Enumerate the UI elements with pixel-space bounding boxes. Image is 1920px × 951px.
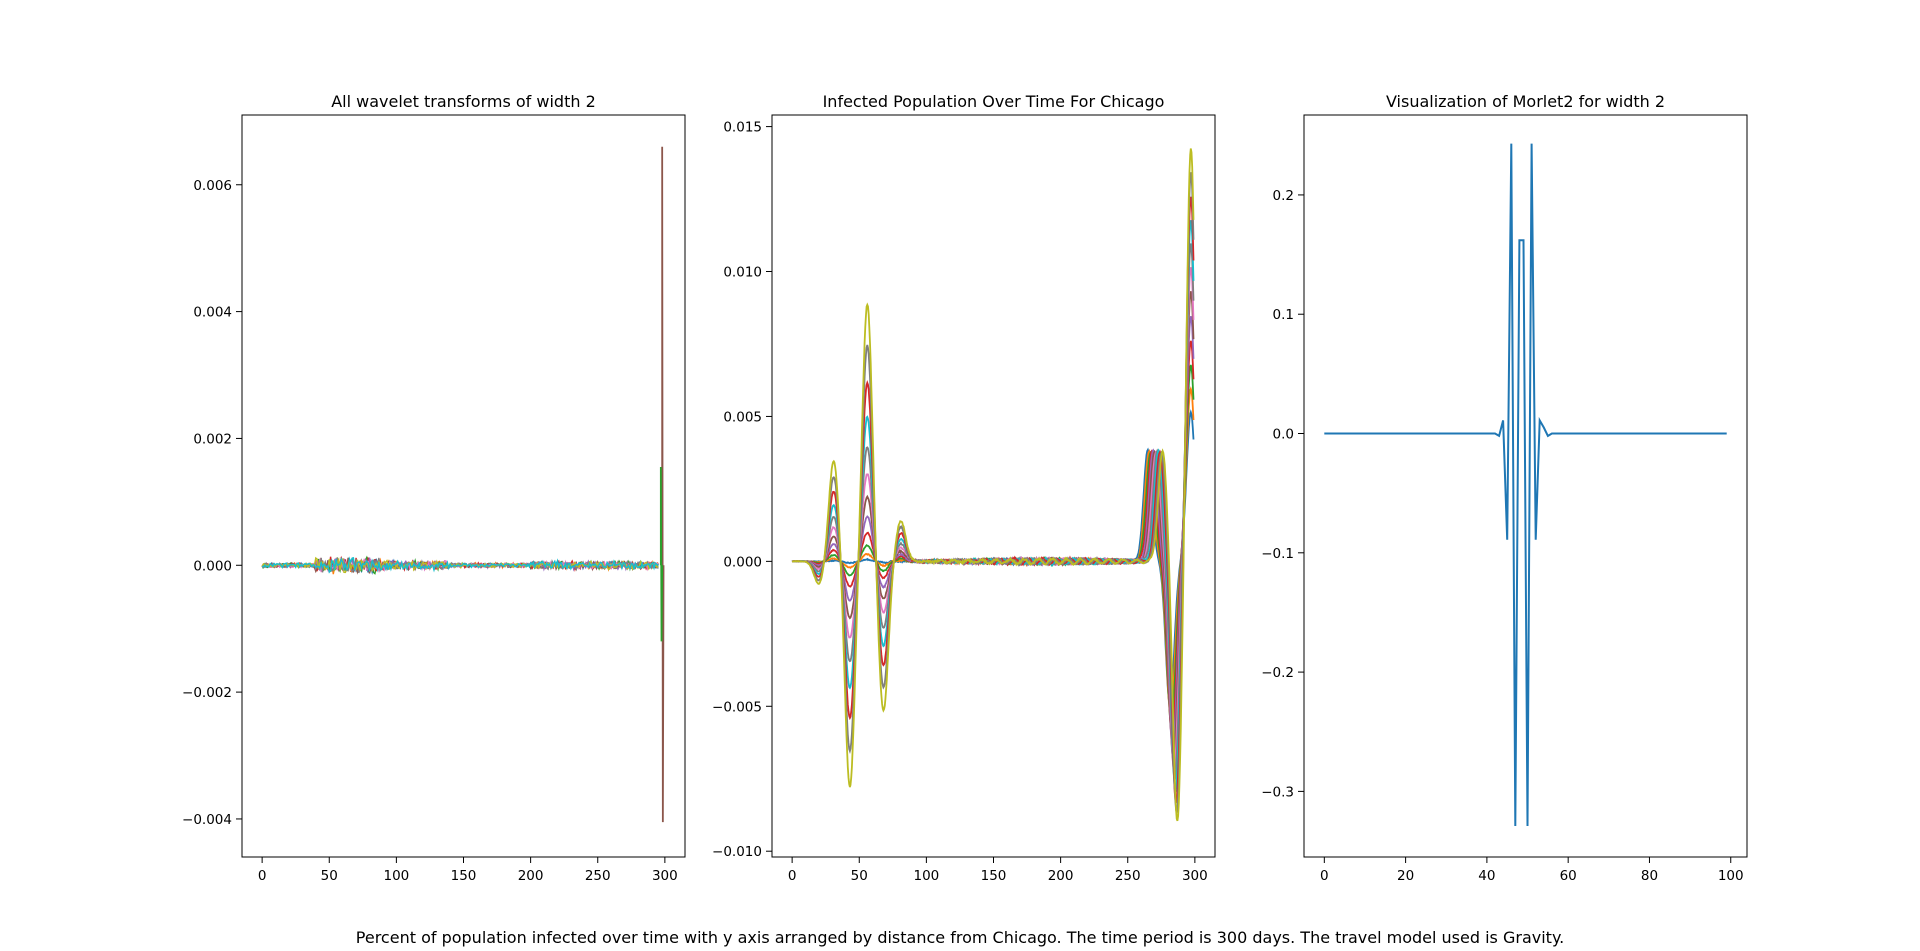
- y-tick-label: −0.010: [712, 844, 762, 860]
- x-tick-label: 150: [451, 868, 477, 884]
- y-tick-label: 0.002: [193, 431, 232, 447]
- morlet-line: [1324, 143, 1727, 827]
- x-tick-label: 60: [1560, 868, 1577, 884]
- series-line: [791, 148, 1195, 822]
- y-tick-label: 0.000: [723, 554, 762, 570]
- x-tick-label: 40: [1478, 868, 1495, 884]
- y-tick-label: −0.004: [182, 812, 232, 828]
- y-tick-label: −0.2: [1261, 665, 1294, 681]
- x-tick-label: 250: [585, 868, 611, 884]
- infected-population-panel: Infected Population Over Time For Chicag…: [712, 92, 1216, 884]
- wavelet-transforms-panel: All wavelet transforms of width 2 0 50 100…: [182, 92, 686, 884]
- spike-line: [659, 466, 664, 642]
- axes: 0 20 40 60 80 100 −0.3 −0.2 −0.1 0.0 0.1 0.2: [1261, 188, 1743, 884]
- series-lines: [1324, 143, 1727, 827]
- x-tick-label: 0: [1320, 868, 1329, 884]
- x-tick-label: 50: [851, 868, 868, 884]
- y-tick-label: 0.004: [193, 305, 232, 321]
- axes: 0 50 100 150 200 250 300 −0.004 −0.002 0.000 0.002…: [182, 178, 678, 884]
- x-tick-label: 50: [321, 868, 338, 884]
- y-tick-label: 0.1: [1273, 307, 1294, 323]
- spike-line: [661, 146, 665, 823]
- x-tick-label: 300: [652, 868, 678, 884]
- y-tick-label: 0.000: [193, 558, 232, 574]
- y-tick-label: −0.3: [1261, 784, 1294, 800]
- axes: 0 50 100 150 200 250 300 −0.010 −0.005 0.000 0.005…: [712, 120, 1208, 884]
- figure-caption: Percent of population infected over time…: [355, 928, 1565, 947]
- x-tick-label: 250: [1115, 868, 1141, 884]
- y-tick-label: 0.010: [723, 265, 762, 281]
- panel-title: Infected Population Over Time For Chicag…: [823, 92, 1165, 111]
- series-line: [791, 172, 1195, 813]
- y-tick-label: 0.006: [193, 178, 232, 194]
- plot-frame: [1303, 114, 1748, 858]
- y-tick-label: 0.015: [723, 120, 762, 136]
- x-tick-label: 100: [1718, 868, 1744, 884]
- series-line: [262, 556, 659, 574]
- x-tick-label: 20: [1397, 868, 1414, 884]
- x-tick-label: 150: [981, 868, 1007, 884]
- y-tick-label: −0.002: [182, 685, 232, 701]
- y-tick-label: −0.1: [1261, 546, 1294, 562]
- series-lines: [261, 146, 665, 823]
- plot-frame: [241, 114, 686, 858]
- panel-title: All wavelet transforms of width 2: [331, 92, 596, 111]
- y-tick-label: 0.2: [1273, 188, 1294, 204]
- morlet2-panel: Visualization of Morlet2 for width 2 0 20…: [1261, 92, 1748, 884]
- x-tick-label: 300: [1182, 868, 1208, 884]
- x-tick-label: 200: [518, 868, 544, 884]
- x-tick-label: 100: [913, 868, 939, 884]
- y-tick-label: 0.0: [1273, 427, 1294, 443]
- series-lines: [791, 148, 1195, 822]
- y-tick-label: −0.005: [712, 699, 762, 715]
- panel-title: Visualization of Morlet2 for width 2: [1386, 92, 1665, 111]
- x-tick-label: 200: [1048, 868, 1074, 884]
- x-tick-label: 0: [788, 868, 797, 884]
- x-tick-label: 80: [1641, 868, 1658, 884]
- y-tick-label: 0.005: [723, 409, 762, 425]
- x-tick-label: 100: [383, 868, 409, 884]
- x-tick-label: 0: [258, 868, 267, 884]
